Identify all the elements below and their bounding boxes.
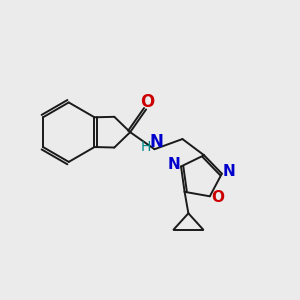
Text: N: N xyxy=(150,133,164,151)
Text: O: O xyxy=(140,92,154,110)
Text: H: H xyxy=(140,140,151,154)
Text: O: O xyxy=(211,190,224,205)
Text: N: N xyxy=(168,157,181,172)
Text: N: N xyxy=(222,164,235,179)
